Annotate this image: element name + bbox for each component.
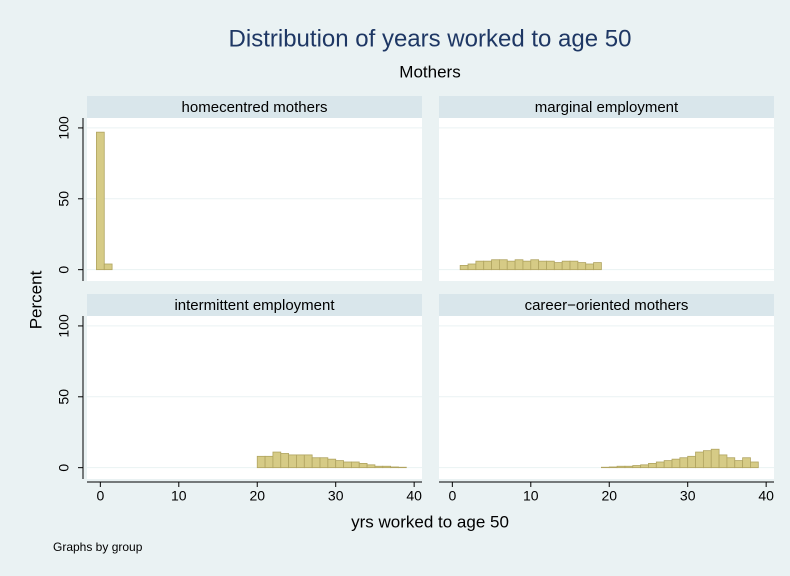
bar bbox=[726, 457, 736, 469]
bar bbox=[702, 450, 712, 469]
bar bbox=[593, 262, 602, 271]
bar bbox=[366, 464, 376, 469]
bar bbox=[499, 259, 508, 271]
bar bbox=[734, 460, 744, 469]
y-tick-label: 100 bbox=[56, 314, 72, 338]
bar bbox=[671, 458, 681, 469]
plot-area bbox=[87, 118, 422, 281]
x-tick-label: 30 bbox=[680, 488, 696, 504]
bar bbox=[640, 464, 649, 469]
bar bbox=[561, 260, 571, 271]
bar bbox=[616, 465, 626, 469]
bar bbox=[272, 451, 282, 469]
bar bbox=[280, 453, 290, 469]
bar bbox=[632, 465, 642, 469]
bar bbox=[491, 259, 500, 271]
y-tick-label: 50 bbox=[56, 389, 72, 405]
bar bbox=[96, 131, 105, 271]
bar bbox=[538, 260, 547, 271]
bar bbox=[577, 262, 587, 271]
bar bbox=[475, 260, 485, 271]
bar bbox=[303, 454, 313, 469]
x-tick-label: 40 bbox=[406, 488, 422, 504]
bar bbox=[648, 463, 657, 469]
bar bbox=[103, 263, 113, 271]
bar bbox=[718, 454, 728, 469]
bar bbox=[742, 457, 751, 469]
bar bbox=[319, 457, 329, 469]
y-tick-label: 100 bbox=[56, 116, 72, 140]
bar bbox=[655, 461, 665, 469]
x-tick-label: 10 bbox=[171, 488, 187, 504]
bar bbox=[522, 260, 532, 271]
plot-area bbox=[439, 118, 774, 281]
chart-title: Distribution of years worked to age 50 bbox=[229, 25, 632, 52]
bar bbox=[335, 460, 344, 469]
x-tick-label: 40 bbox=[758, 488, 774, 504]
y-tick-label: 0 bbox=[56, 464, 72, 472]
bar bbox=[311, 457, 321, 469]
bar bbox=[687, 455, 696, 469]
panel-header bbox=[87, 294, 422, 316]
bar bbox=[382, 465, 392, 469]
y-tick-label: 50 bbox=[56, 191, 72, 207]
x-tick-label: 20 bbox=[601, 488, 617, 504]
plot-area bbox=[87, 316, 422, 479]
x-tick-label: 30 bbox=[328, 488, 344, 504]
bar bbox=[350, 461, 360, 469]
x-tick-label: 20 bbox=[249, 488, 265, 504]
bar bbox=[327, 458, 337, 469]
panel-header bbox=[87, 96, 422, 118]
bar bbox=[553, 262, 563, 271]
note: Graphs by group bbox=[53, 540, 143, 554]
panel-header bbox=[439, 96, 774, 118]
x-tick-label: 0 bbox=[96, 488, 104, 504]
bar bbox=[343, 461, 352, 469]
bar bbox=[608, 466, 618, 469]
x-tick-label: 10 bbox=[523, 488, 539, 504]
bar bbox=[710, 448, 720, 469]
x-axis-label: yrs worked to age 50 bbox=[351, 512, 509, 531]
bar bbox=[514, 259, 524, 271]
x-tick-label: 0 bbox=[448, 488, 456, 504]
bar bbox=[467, 263, 477, 271]
bar bbox=[374, 465, 384, 469]
bar bbox=[750, 461, 759, 469]
y-tick-label: 0 bbox=[56, 266, 72, 274]
panel-header bbox=[439, 294, 774, 316]
y-axis-label: Percent bbox=[26, 270, 45, 329]
panel-title: career−oriented mothers bbox=[525, 297, 689, 314]
bar bbox=[296, 454, 305, 469]
bar bbox=[546, 260, 555, 271]
bar bbox=[663, 460, 673, 469]
bar bbox=[679, 457, 689, 469]
panel-title: marginal employment bbox=[535, 99, 679, 116]
bar bbox=[390, 466, 399, 469]
bar bbox=[695, 451, 704, 469]
bar bbox=[358, 463, 368, 469]
bar bbox=[264, 455, 274, 469]
bar bbox=[288, 454, 297, 469]
panel-title: intermittent employment bbox=[174, 297, 335, 314]
chart-subtitle: Mothers bbox=[399, 62, 460, 81]
bar bbox=[506, 260, 516, 271]
bar bbox=[459, 265, 469, 271]
bar bbox=[483, 260, 492, 271]
bar bbox=[585, 263, 594, 271]
bar bbox=[624, 465, 634, 469]
bar bbox=[569, 260, 579, 271]
panel-title: homecentred mothers bbox=[182, 99, 328, 116]
bar bbox=[256, 455, 266, 469]
bar bbox=[530, 259, 540, 271]
